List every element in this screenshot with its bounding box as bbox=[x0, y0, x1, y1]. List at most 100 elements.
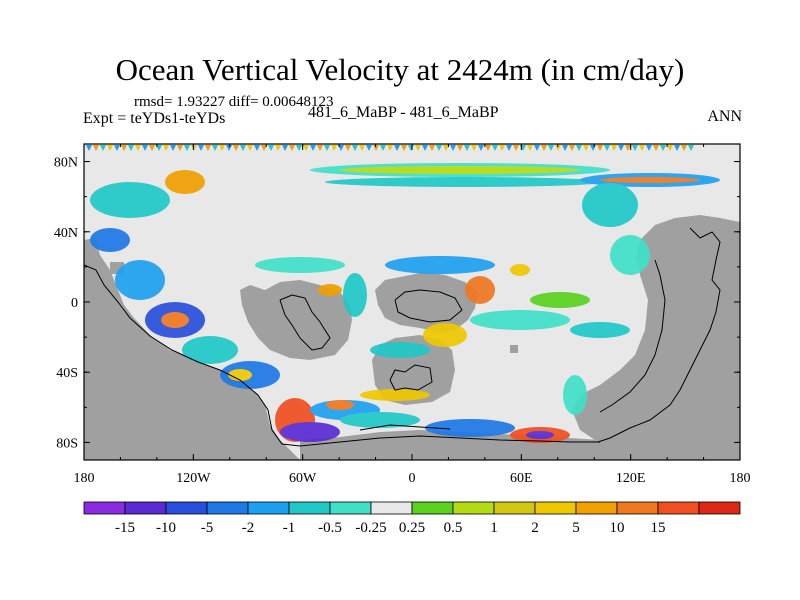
colorbar-label-13: 15 bbox=[651, 520, 666, 536]
w-coast-6 bbox=[228, 369, 252, 381]
x-tick-label-5: 120E bbox=[616, 471, 646, 486]
top-marker bbox=[114, 145, 120, 151]
nw-pacific-2 bbox=[165, 170, 205, 194]
top-marker bbox=[625, 145, 631, 151]
top-marker bbox=[275, 145, 281, 151]
top-marker bbox=[415, 145, 421, 151]
top-marker bbox=[163, 145, 169, 151]
w-coast-3 bbox=[161, 312, 189, 328]
coast-south-inner bbox=[359, 424, 451, 431]
top-marker bbox=[387, 145, 393, 151]
x-axis: 180 120W 60W 0 60E 120E 180 bbox=[74, 144, 751, 486]
top-marker bbox=[667, 145, 673, 151]
nw-pacific-1 bbox=[90, 182, 170, 218]
top-marker bbox=[121, 145, 127, 151]
coast-cw bbox=[279, 294, 331, 351]
coast-west bbox=[84, 264, 301, 447]
colorbar-label-3: -2 bbox=[242, 520, 255, 536]
top-marker bbox=[499, 145, 505, 151]
colorbar-swatch-1 bbox=[124, 501, 167, 515]
top-marker bbox=[513, 145, 519, 151]
top-marker bbox=[597, 145, 603, 151]
eq-11 bbox=[610, 235, 650, 275]
land-central-west bbox=[240, 280, 352, 360]
eq-3 bbox=[318, 284, 342, 296]
top-marker bbox=[485, 145, 491, 151]
colorbar-swatch-10 bbox=[493, 501, 536, 515]
top-marker bbox=[429, 145, 435, 151]
colorbar-label-6: -0.25 bbox=[355, 520, 386, 536]
top-marker bbox=[261, 145, 267, 151]
top-marker bbox=[632, 145, 638, 151]
colorbar-label-4: -1 bbox=[283, 520, 296, 536]
top-marker bbox=[611, 145, 617, 151]
coast-south bbox=[299, 435, 600, 447]
colorbar-label-7: 0.25 bbox=[399, 520, 425, 536]
top-marker bbox=[142, 145, 148, 151]
colorbar-swatch-0 bbox=[83, 501, 126, 515]
top-marker bbox=[177, 145, 183, 151]
nw-pacific-3 bbox=[90, 228, 130, 252]
top-marker bbox=[450, 145, 456, 151]
center-label: 481_6_MaBP - 481_6_MaBP bbox=[308, 104, 499, 121]
arctic-band-3 bbox=[325, 177, 605, 187]
arctic-band-2 bbox=[340, 166, 580, 174]
top-marker bbox=[541, 145, 547, 151]
top-marker bbox=[527, 145, 533, 151]
top-marker bbox=[170, 145, 176, 151]
colorbar-label-10: 2 bbox=[531, 520, 539, 536]
top-marker bbox=[345, 145, 351, 151]
coastlines bbox=[84, 227, 721, 447]
south-hot-5 bbox=[340, 412, 420, 428]
top-marker bbox=[135, 145, 141, 151]
coast-east-inner bbox=[599, 259, 666, 413]
colorbar-swatch-9 bbox=[452, 501, 495, 515]
y-tick-label-1: 40N bbox=[54, 226, 78, 241]
top-marker bbox=[681, 145, 687, 151]
top-marker bbox=[317, 145, 323, 151]
land-island-b bbox=[510, 345, 518, 353]
top-marker bbox=[191, 145, 197, 151]
top-marker bbox=[373, 145, 379, 151]
coast-cn bbox=[394, 289, 463, 323]
colorbar-swatch-15 bbox=[698, 501, 741, 515]
top-marker bbox=[254, 145, 260, 151]
top-marker bbox=[100, 145, 106, 151]
top-marker bbox=[156, 145, 162, 151]
top-marker bbox=[240, 145, 246, 151]
colorbar-label-9: 1 bbox=[490, 520, 498, 536]
top-marker bbox=[583, 145, 589, 151]
colorbar-label-5: -0.5 bbox=[318, 520, 342, 536]
eq-10 bbox=[570, 322, 630, 338]
top-marker bbox=[436, 145, 442, 151]
stats-line: rmsd= 1.93227 diff= 0.00648123 bbox=[134, 94, 334, 110]
x-tick-label-0: 180 bbox=[74, 471, 95, 486]
eq-5 bbox=[465, 276, 495, 304]
colorbar-swatch-7 bbox=[370, 501, 413, 515]
top-marker bbox=[576, 145, 582, 151]
ne-1 bbox=[582, 183, 638, 227]
colorbar-label-8: 0.5 bbox=[444, 520, 463, 536]
colorbar-swatch-8 bbox=[411, 501, 454, 515]
x-tick-label-2: 60W bbox=[289, 471, 317, 486]
top-marker bbox=[289, 145, 295, 151]
season-label: ANN bbox=[707, 108, 742, 125]
top-marker bbox=[506, 145, 512, 151]
anomaly-field bbox=[90, 163, 720, 443]
arctic-band-5 bbox=[600, 177, 700, 183]
top-marker bbox=[555, 145, 561, 151]
top-marker bbox=[660, 145, 666, 151]
top-marker bbox=[548, 145, 554, 151]
top-marker bbox=[219, 145, 225, 151]
top-marker bbox=[233, 145, 239, 151]
top-marker bbox=[282, 145, 288, 151]
top-marker bbox=[184, 145, 190, 151]
atl-1 bbox=[360, 389, 430, 401]
experiment-label: Expt = teYDs1-teYDs bbox=[83, 110, 226, 127]
top-marker bbox=[394, 145, 400, 151]
colorbar-label-1: -10 bbox=[156, 520, 176, 536]
land-west bbox=[84, 238, 300, 460]
south-hot-6 bbox=[425, 419, 515, 437]
coast-cs bbox=[389, 364, 433, 391]
top-marker bbox=[107, 145, 113, 151]
